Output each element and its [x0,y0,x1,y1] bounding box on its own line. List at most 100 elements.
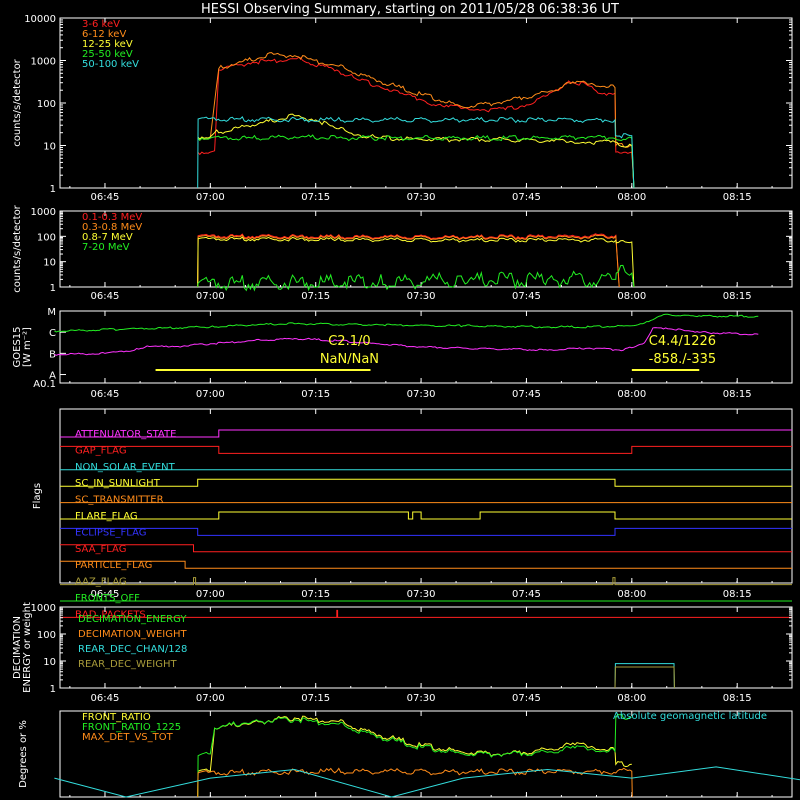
legend-entry: DECIMATION_ENERGY [78,614,187,625]
legend-entry: FRONT_RATIO [82,712,151,723]
legend-entry: 6-12 keV [82,29,126,40]
series-line-max-det-vs-tot [197,767,633,798]
flare-class-label: C4.4/1226 [649,334,716,349]
x-tick-label: 07:00 [196,389,225,400]
flare-position-label: NaN/NaN [320,352,379,367]
y-tick-label: 100 [37,99,56,110]
plot-frame [59,310,793,384]
x-tick-label: 07:00 [196,693,225,704]
x-tick-label: 08:00 [617,389,646,400]
x-tick-label: 07:15 [301,192,330,203]
x-tick-label: 08:00 [617,192,646,203]
y-axis-label: DECIMATION [12,616,23,679]
flag-label: SAA_FLAG [75,544,126,555]
panel-decimation: 1 10 100 1000 DECIMATION ENERGY or weight 06:4… [12,602,793,704]
legend-entry: REAR_DEC_WEIGHT [78,659,177,670]
flag-line-bad-packets [60,609,792,618]
flag-label: AAZ_FLAG [75,577,127,588]
series-line-0-3-0-8-mev [197,234,620,288]
x-tick-label: 06:45 [91,389,120,400]
legend-entry: Absolute geomagnetic latitude [613,711,767,722]
y-tick-label: 10000 [24,14,56,25]
y-tick-label: 1 [50,684,56,695]
legend-entry: 0.8-7 MeV [82,232,133,243]
x-tick-label: 07:45 [512,389,541,400]
y-tick-label: 100 [37,630,56,641]
plot-frame [59,606,793,689]
flag-label: FRONTS_OFF [75,593,140,604]
flare-position-label: -858./-335 [649,352,717,367]
x-tick-label: 07:15 [301,389,330,400]
flag-label: ATTENUATOR_STATE [75,429,176,440]
legend-entry: FRONT_RATIO_1225 [82,722,181,733]
series-line-goes-low [54,327,759,356]
flag-line-gap-flag [60,445,792,454]
plot-frame [59,710,793,798]
legend-entry: 50-100 keV [82,59,139,70]
flag-line-attenuator-state [60,429,792,438]
flag-label: GAP_FLAG [75,445,127,456]
series-line-0-1-0-3-mev [197,233,620,288]
plot-frame [59,210,793,288]
y-tick-label: C [49,328,56,339]
flag-line-particle-flag [60,560,792,569]
panel-goes: GOES15 [W m⁻²] 06:45 07:00 07:15 07:30 07:45 08… [12,307,793,400]
y-tick-label: 10 [43,258,56,269]
legend-entry: REAR_DEC_CHAN/128 [78,644,187,655]
x-tick-label: 08:15 [723,389,752,400]
x-tick-label: 07:30 [407,389,436,400]
series-line-front-ratio [197,715,632,798]
legend-entry: 25-50 keV [82,49,133,60]
x-tick-label: 07:45 [512,693,541,704]
flag-line-sc-in-sunlight [60,478,792,487]
x-tick-label: 08:15 [723,693,752,704]
x-tick-label: 08:15 [723,291,752,302]
y-tick-label: B [49,349,56,360]
y-axis-label: counts/s/detector [12,58,23,146]
x-tick-label: 08:00 [617,589,646,600]
x-tick-label: 06:45 [91,291,120,302]
y-tick-label: 10 [43,657,56,668]
x-tick-label: 07:30 [407,192,436,203]
plot-frame [59,408,793,584]
x-tick-label: 06:45 [91,192,120,203]
x-tick-label: 07:45 [512,291,541,302]
legend-entry: 0.3-0.8 MeV [82,222,142,233]
y-tick-label: 1000 [31,603,56,614]
panel-flags: Flags 06:45 07:00 07:15 07:30 07:45 08:00 08:15… [32,408,793,620]
flag-label: FLARE_FLAG [75,511,138,522]
y-tick-label: 1 [50,184,56,195]
panel-high-energy: 1 10 100 1000 counts/s/detector 06:45 07:00 07:… [12,204,793,302]
legend-entry: 3-6 keV [82,19,120,30]
y-axis-label: counts/s/detector [12,204,23,292]
flag-line-flare-flag [60,511,792,520]
flag-label: SC_TRANSMITTER [75,495,164,506]
flag-label: BAD_PACKETS [75,609,146,620]
x-tick-label: 07:00 [196,589,225,600]
series-line-7-20-mev [197,264,635,292]
flag-label: PARTICLE_FLAG [75,560,152,571]
y-axis-label-2: [W m⁻²] [22,327,33,367]
y-tick-label: 1000 [31,57,56,68]
legend-entry: 0.1-0.3 MeV [82,212,142,223]
y-tick-label: M [47,307,56,318]
y-tick-label: A0.1 [33,379,56,390]
chart-title: HESSI Observing Summary, starting on 201… [201,2,619,17]
x-tick-label: 08:15 [723,589,752,600]
x-tick-label: 08:00 [617,291,646,302]
panel-ratios: Degrees or % FRONT_RATIOFRONT_RATIO_1225M… [18,710,800,798]
legend-entry: 12-25 keV [82,39,133,50]
x-tick-label: 07:15 [301,693,330,704]
y-tick-label: A [49,371,56,382]
series-line-goes-high [54,313,759,333]
plot-frame [59,17,793,189]
y-tick-label: 10 [43,142,56,153]
flag-label: NON_SOLAR_EVENT [75,462,176,473]
x-tick-label: 07:45 [512,589,541,600]
y-axis-label-2: ENERGY or weight [22,602,33,693]
flare-class-label: C2.1/0 [328,334,370,349]
flag-line-eclipse-flag [60,527,792,536]
series-line-25-50-kev [197,134,635,189]
series-line-front-ratio-1225 [197,713,632,798]
x-tick-label: 07:15 [301,589,330,600]
